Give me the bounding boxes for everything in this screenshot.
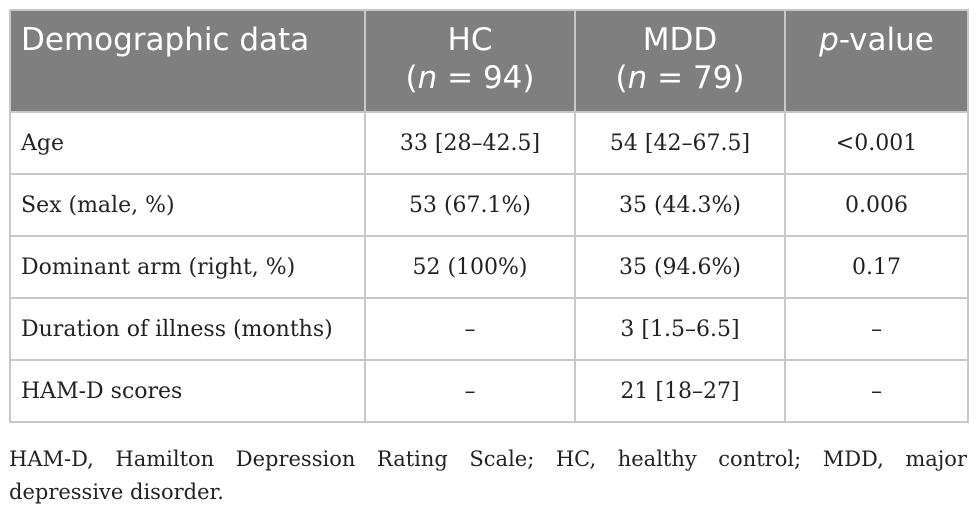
cell-p-value: 0.17 [784,235,969,299]
row-label: Sex (male, %) [9,173,366,237]
header-p-value: p-value [784,9,969,113]
table-header-row: Demographic data HC (n = 94) MDD (n = 79… [9,9,969,113]
table-row: HAM-D scores – 21 [18–27] – [9,359,969,423]
cell-hc: 33 [28–42.5] [364,111,576,175]
cell-hc: – [364,297,576,361]
cell-mdd: 35 (44.3%) [574,173,786,237]
cell-p-value: – [784,297,969,361]
table-row: Duration of illness (months) – 3 [1.5–6.… [9,297,969,361]
header-hc: HC (n = 94) [364,9,576,113]
header-demographic-data: Demographic data [9,9,366,113]
demographics-table: Demographic data HC (n = 94) MDD (n = 79… [9,9,969,423]
demographics-table-container: Demographic data HC (n = 94) MDD (n = 79… [9,9,969,423]
row-label: HAM-D scores [9,359,366,423]
table-row: Sex (male, %) 53 (67.1%) 35 (44.3%) 0.00… [9,173,969,237]
footnote-line-2: depressive disorder. [9,480,224,504]
cell-mdd: 21 [18–27] [574,359,786,423]
row-label: Dominant arm (right, %) [9,235,366,299]
cell-hc: – [364,359,576,423]
cell-hc: 52 (100%) [364,235,576,299]
footnote-line-1: HAM-D, Hamilton Depression Rating Scale;… [9,447,967,471]
table-row: Age 33 [28–42.5] 54 [42–67.5] <0.001 [9,111,969,175]
table-row: Dominant arm (right, %) 52 (100%) 35 (94… [9,235,969,299]
cell-p-value: – [784,359,969,423]
cell-hc: 53 (67.1%) [364,173,576,237]
cell-mdd: 54 [42–67.5] [574,111,786,175]
cell-mdd: 3 [1.5–6.5] [574,297,786,361]
row-label: Duration of illness (months) [9,297,366,361]
header-mdd: MDD (n = 79) [574,9,786,113]
cell-mdd: 35 (94.6%) [574,235,786,299]
cell-p-value: <0.001 [784,111,969,175]
cell-p-value: 0.006 [784,173,969,237]
table-footnote: HAM-D, Hamilton Depression Rating Scale;… [9,443,967,509]
row-label: Age [9,111,366,175]
